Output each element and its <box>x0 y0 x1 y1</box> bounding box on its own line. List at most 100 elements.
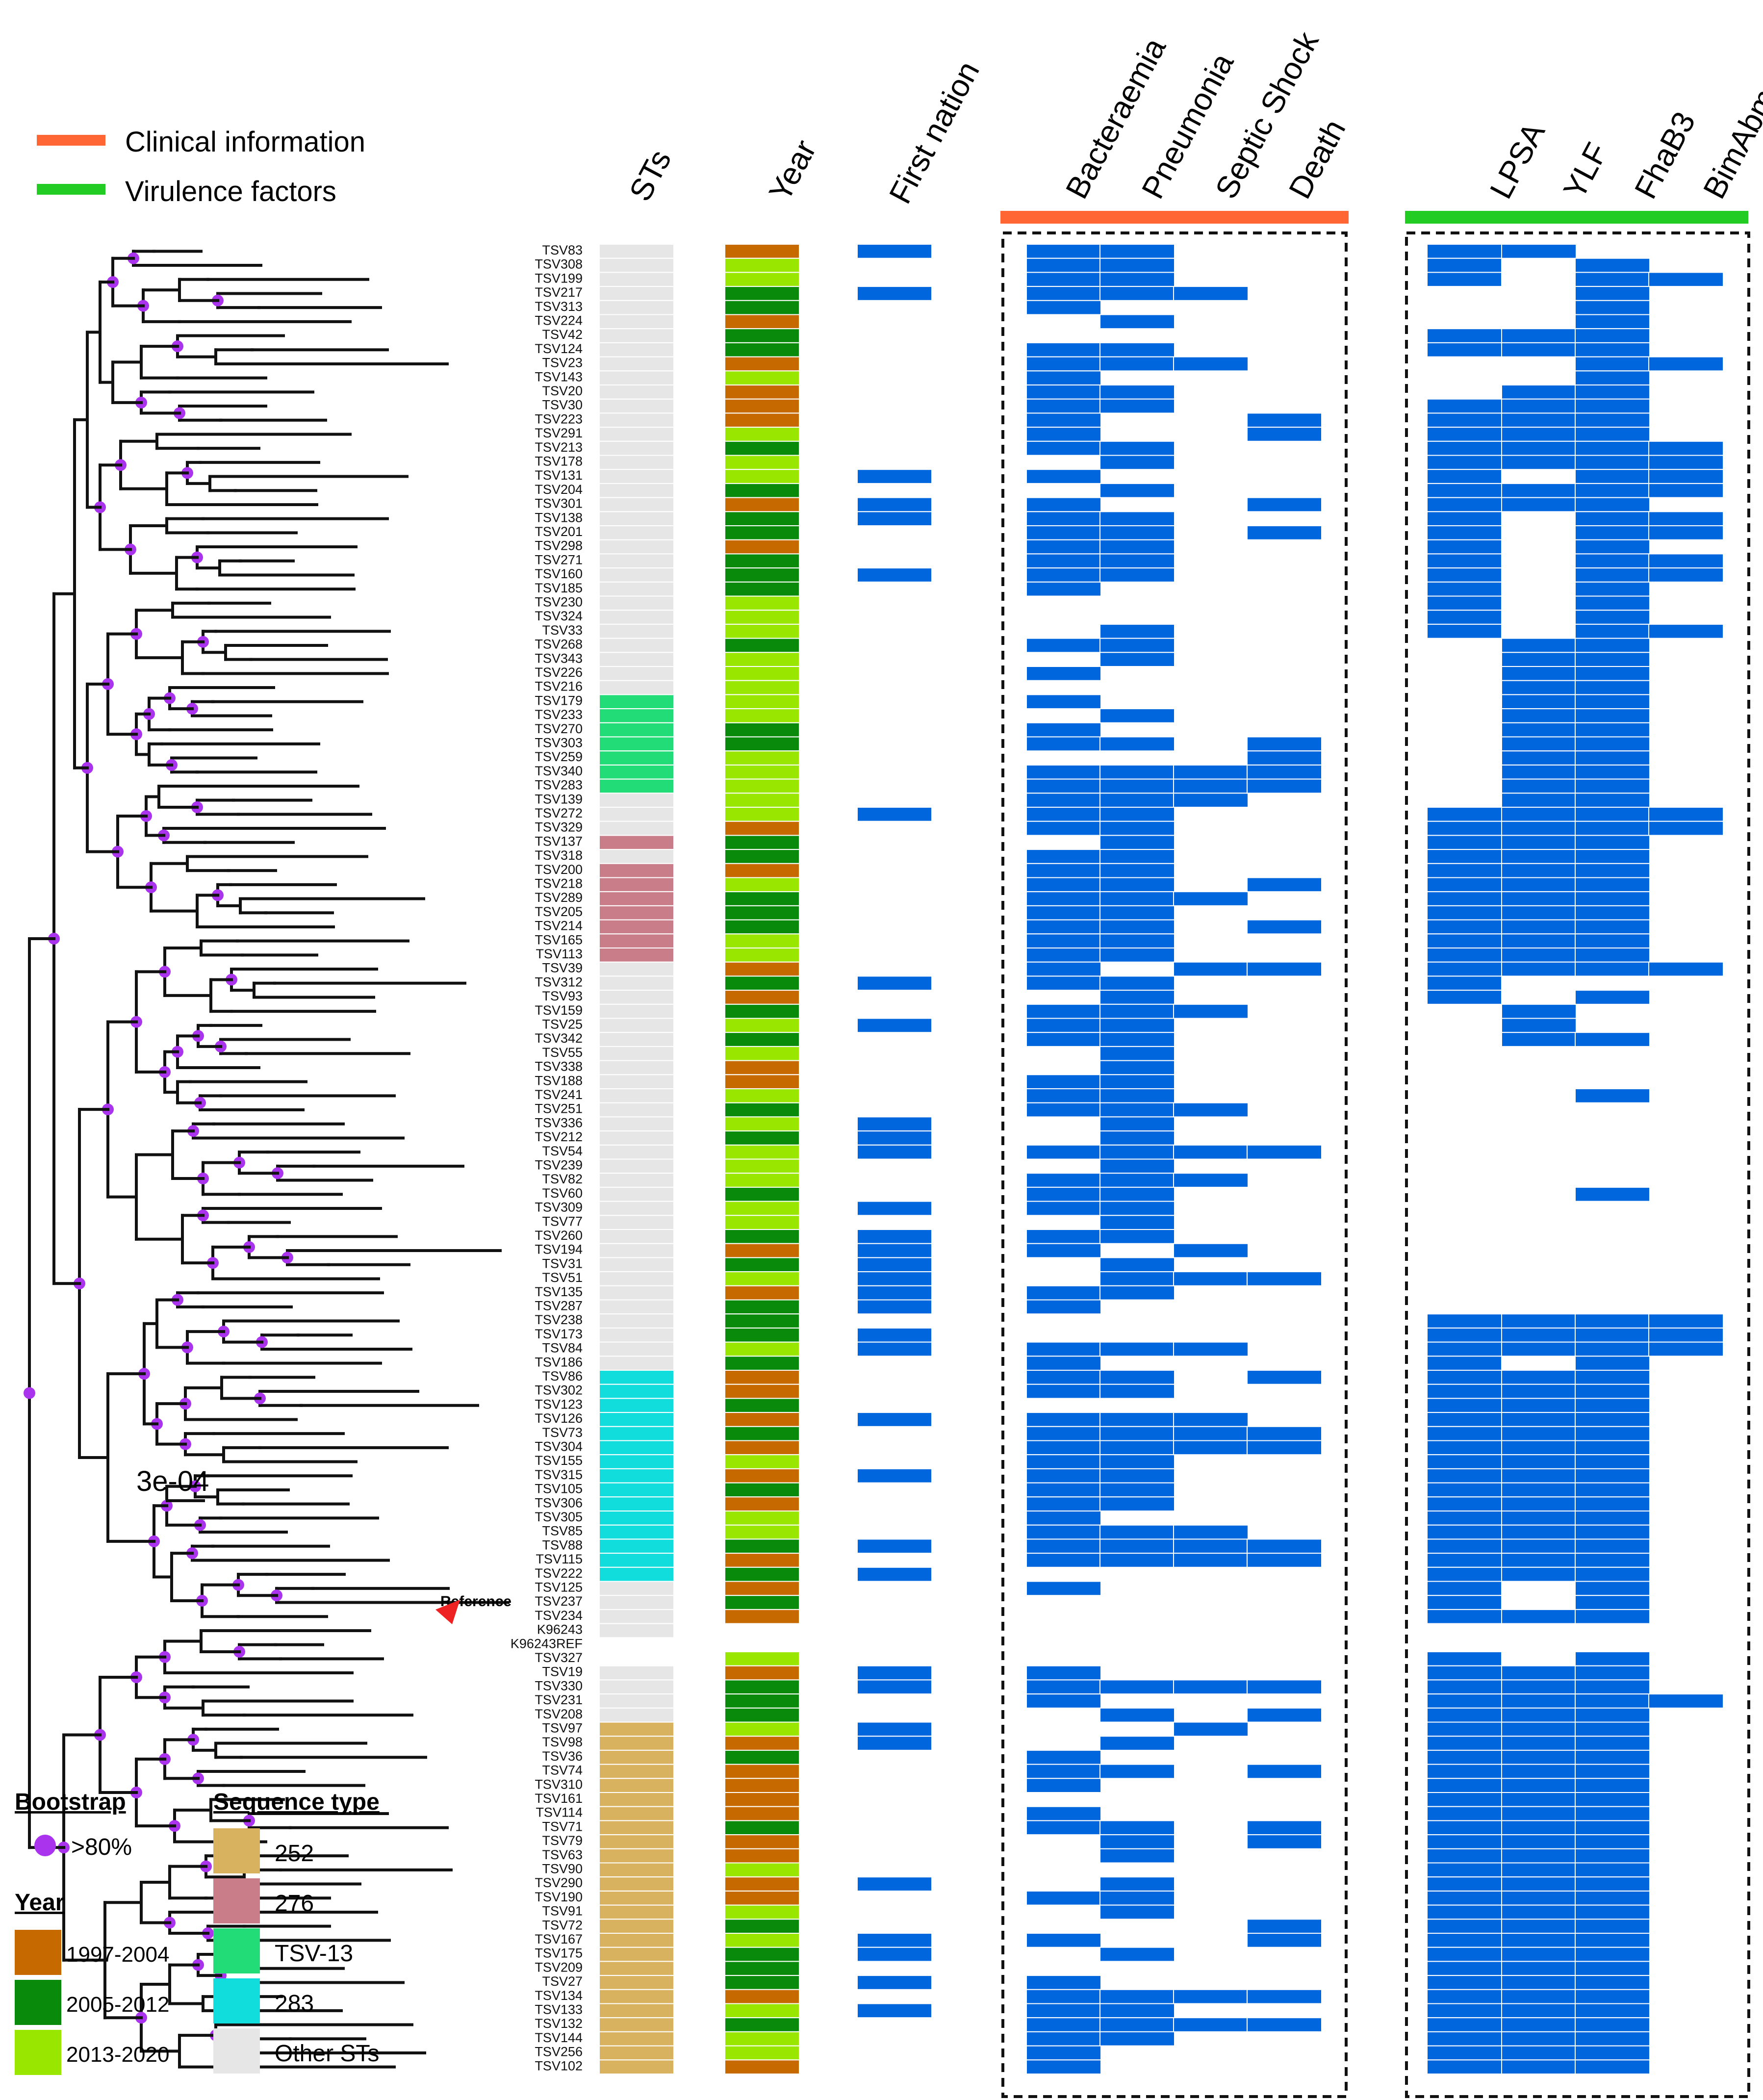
st-cell <box>599 244 674 259</box>
pneumonia-cell <box>1099 1341 1175 1357</box>
st-cell <box>599 1074 674 1090</box>
lpsa-cell <box>1427 1946 1502 1962</box>
fhab3-cell <box>1575 2003 1650 2019</box>
year-cell <box>724 1764 800 1779</box>
fhab3-cell <box>1575 1482 1650 1498</box>
st-cell <box>599 2031 674 2047</box>
st-cell <box>599 1820 674 1836</box>
sample-label: TSV86 <box>542 1369 583 1383</box>
year-cell <box>724 1257 800 1273</box>
lpsa-cell <box>1427 807 1502 822</box>
lpsa-cell <box>1427 919 1502 935</box>
bimabm-cell <box>1648 1313 1724 1329</box>
st-cell <box>599 1792 674 1807</box>
ylf-cell <box>1501 1933 1577 1948</box>
pneumonia-cell <box>1099 1764 1175 1779</box>
bacteraemia-cell <box>1026 2017 1101 2032</box>
death-cell <box>1247 1426 1322 1441</box>
year-cell <box>724 905 800 921</box>
pneumonia-cell <box>1099 1383 1175 1399</box>
first-nation-cell <box>857 975 932 991</box>
bimabm-cell <box>1648 807 1724 822</box>
ylf-cell <box>1501 1946 1577 1962</box>
first-nation-cell <box>857 1721 932 1737</box>
year-cell <box>724 511 800 527</box>
sample-label: TSV223 <box>535 411 583 426</box>
year-legend-swatch-1 <box>15 1930 61 1975</box>
sample-label: TSV241 <box>535 1087 583 1102</box>
sample-label: TSV138 <box>535 510 583 525</box>
sample-label: TSV30 <box>542 398 583 412</box>
sample-label: TSV303 <box>535 736 583 750</box>
sample-label: TSV302 <box>535 1383 583 1398</box>
ylf-cell <box>1501 1341 1577 1357</box>
lpsa-cell <box>1427 1989 1502 2004</box>
lpsa-cell <box>1427 2003 1502 2019</box>
st-legend-label-276: 276 <box>275 1891 314 1917</box>
sample-label: TSV289 <box>535 890 583 905</box>
sample-label: TSV324 <box>535 609 583 623</box>
st-cell <box>599 764 674 780</box>
death-cell <box>1247 1553 1322 1568</box>
bacteraemia-cell <box>1026 1764 1101 1779</box>
sample-label: TSV33 <box>542 623 583 638</box>
lpsa-cell <box>1427 1341 1502 1357</box>
lpsa-cell <box>1427 1693 1502 1709</box>
st-cell <box>599 1511 674 1526</box>
septic-shock-cell <box>1173 1102 1249 1118</box>
bacteraemia-cell <box>1026 469 1101 484</box>
ylf-cell <box>1501 455 1577 470</box>
ylf-cell <box>1501 1792 1577 1807</box>
year-cell <box>724 2017 800 2032</box>
pneumonia-cell <box>1099 1285 1175 1301</box>
first-nation-cell <box>857 1257 932 1273</box>
sample-label: TSV216 <box>535 679 583 694</box>
bacteraemia-cell <box>1026 807 1101 822</box>
pneumonia-cell <box>1099 1820 1175 1836</box>
death-cell <box>1247 736 1322 752</box>
st-cell <box>599 1144 674 1160</box>
st-cell <box>599 1566 674 1582</box>
pneumonia-cell <box>1099 623 1175 639</box>
fhab3-cell <box>1575 652 1650 667</box>
pneumonia-cell <box>1099 1229 1175 1244</box>
bacteraemia-cell <box>1026 1243 1101 1258</box>
sample-label: TSV185 <box>535 581 583 595</box>
fhab3-cell <box>1575 1919 1650 1934</box>
year-cell <box>724 1989 800 2004</box>
fhab3-cell <box>1575 1721 1650 1737</box>
st-cell <box>599 1271 674 1286</box>
sample-label: TSV55 <box>542 1045 583 1060</box>
death-cell <box>1247 778 1322 794</box>
st-cell <box>599 455 674 470</box>
st-cell <box>599 1553 674 1568</box>
year-cell <box>724 342 800 358</box>
lpsa-cell <box>1427 1933 1502 1948</box>
bacteraemia-cell <box>1026 244 1101 259</box>
fhab3-cell <box>1575 764 1650 780</box>
year-cell <box>724 1933 800 1948</box>
first-nation-cell <box>857 1285 932 1301</box>
sample-label: TSV123 <box>535 1397 583 1411</box>
st-cell <box>599 1890 674 1906</box>
bimabm-cell <box>1648 272 1724 287</box>
pneumonia-cell <box>1099 849 1175 864</box>
year-cell <box>724 1538 800 1554</box>
ylf-cell <box>1501 1749 1577 1765</box>
bacteraemia-cell <box>1026 1989 1101 2004</box>
pneumonia-cell <box>1099 1271 1175 1286</box>
st-cell <box>599 1581 674 1596</box>
fhab3-cell <box>1575 1327 1650 1343</box>
st-cell <box>599 623 674 639</box>
ylf-cell <box>1501 1736 1577 1751</box>
bacteraemia-cell <box>1026 820 1101 836</box>
bacteraemia-cell <box>1026 525 1101 540</box>
pneumonia-cell <box>1099 793 1175 808</box>
st-cell <box>599 933 674 949</box>
fhab3-cell <box>1575 1778 1650 1793</box>
ylf-cell <box>1501 793 1577 808</box>
st-cell <box>599 1116 674 1132</box>
pneumonia-cell <box>1099 1426 1175 1441</box>
year-cell <box>724 1440 800 1456</box>
ylf-cell <box>1501 764 1577 780</box>
